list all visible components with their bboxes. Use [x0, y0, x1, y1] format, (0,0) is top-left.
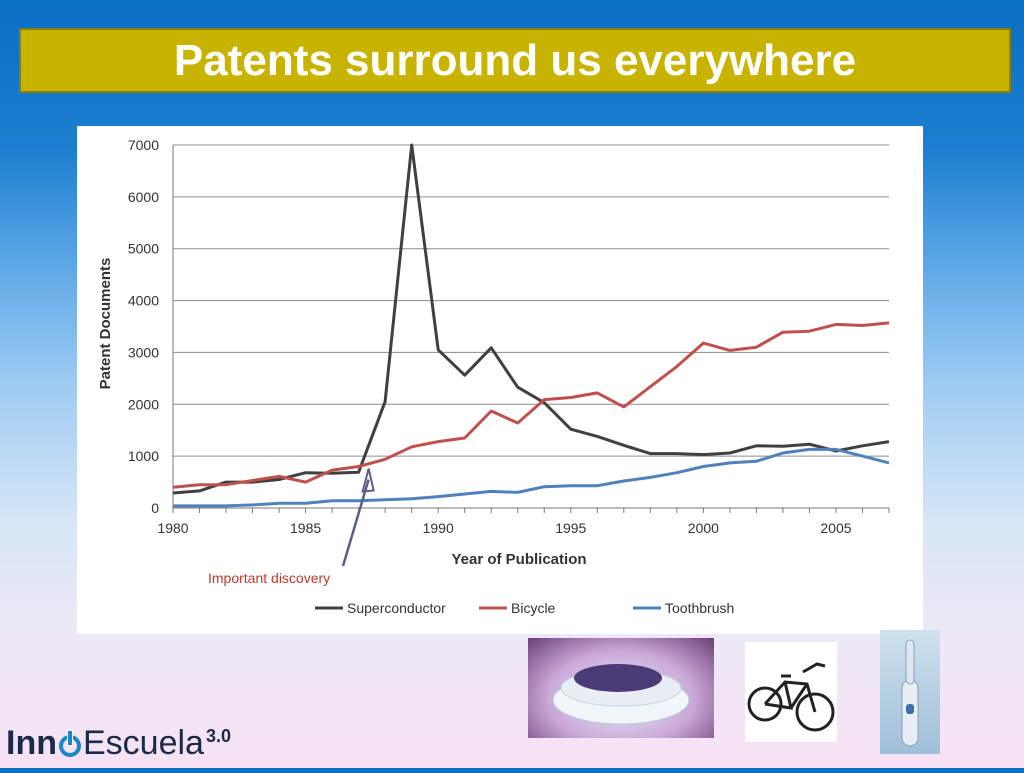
- annotation-label: Important discovery: [208, 570, 330, 586]
- x-tick-label: 1980: [157, 520, 188, 536]
- x-tick-label: 1990: [423, 520, 454, 536]
- logo-text-escuela: Escuela: [82, 724, 204, 762]
- y-tick-label: 3000: [128, 344, 159, 360]
- toothbrush-photo: [880, 630, 940, 754]
- title-bar: Patents surround us everywhere: [19, 28, 1011, 93]
- y-tick-label: 7000: [128, 137, 159, 153]
- y-axis-label: Patent Documents: [97, 258, 114, 390]
- x-axis-label: Year of Publication: [451, 551, 586, 568]
- slide-title: Patents surround us everywhere: [173, 35, 857, 85]
- legend-label: Bicycle: [511, 600, 556, 616]
- patent-chart: 0 1000 2000 3000 4000 5000 6000 7000 1980 1985 199…: [97, 137, 890, 616]
- series-line-superconductor: [172, 143, 890, 495]
- legend-label: Toothbrush: [665, 600, 734, 616]
- annotation-arrowhead: [361, 468, 375, 493]
- y-tick-label: 6000: [128, 189, 159, 205]
- y-tick-label: 0: [151, 500, 159, 516]
- x-tick-label: 2005: [820, 520, 851, 536]
- y-tick-label: 2000: [128, 396, 159, 412]
- y-tick-label: 1000: [128, 448, 159, 464]
- x-tick-label: 2000: [688, 520, 719, 536]
- x-tick-label: 1985: [290, 520, 321, 536]
- y-tick-label: 5000: [128, 241, 159, 257]
- superconductor-photo: [528, 638, 714, 738]
- series-line-toothbrush: [173, 447, 890, 508]
- legend-label: Superconductor: [347, 600, 446, 616]
- annotation-arrow: [341, 479, 370, 567]
- x-tick-label: 1995: [555, 520, 586, 536]
- power-icon: [57, 724, 83, 764]
- logo-text-inn: Inn: [6, 724, 57, 762]
- y-tick-label: 4000: [128, 293, 159, 309]
- innoescuela-logo: Inn Escuela 3.0: [6, 724, 231, 764]
- bicycle-photo: [745, 642, 837, 742]
- series-line-bicycle: [172, 321, 890, 489]
- chart-panel: 0 1000 2000 3000 4000 5000 6000 7000 1980 1985 199…: [77, 126, 923, 634]
- logo-version: 3.0: [205, 726, 231, 746]
